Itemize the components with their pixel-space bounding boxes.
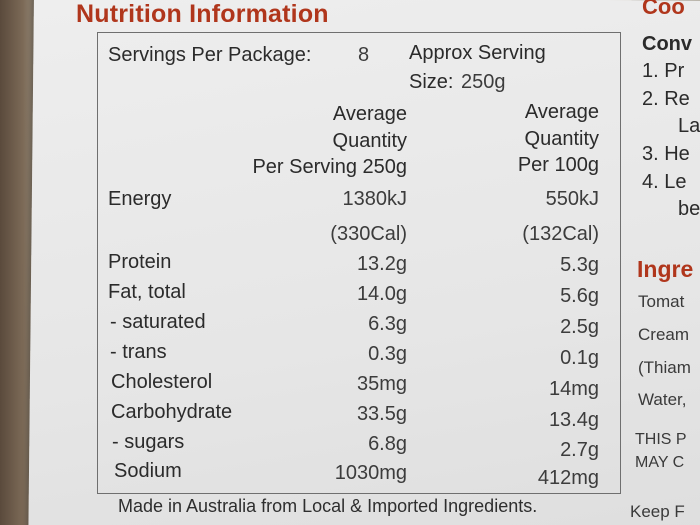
cooking-heading: Coo: [642, 0, 685, 19]
row-100g-value: 13.4g: [548, 409, 599, 431]
row-name: - sugars: [112, 431, 185, 453]
ingredient-line: Water,: [638, 390, 687, 409]
row-serving-value: 35mg: [356, 373, 407, 395]
row-serving-value: (330Cal): [330, 223, 407, 245]
header-100g-line3: Per 100g: [517, 154, 599, 176]
row-100g-value: 5.6g: [560, 285, 599, 307]
row-name: Sodium: [114, 460, 182, 482]
row-serving-value: 6.3g: [368, 313, 407, 335]
row-100g-value: (132Cal): [522, 223, 599, 245]
row-100g-value: 0.1g: [560, 347, 599, 369]
row-serving-value: 13.2g: [356, 253, 407, 275]
notice-line: THIS P: [635, 431, 687, 448]
row-name: Energy: [108, 188, 172, 210]
row-name: - saturated: [110, 311, 206, 333]
header-serving-line2: Quantity: [332, 130, 407, 152]
header-serving-line3: Per Serving 250g: [252, 156, 407, 178]
row-serving-value: 14.0g: [356, 283, 407, 305]
step-2-cont: La: [678, 115, 700, 137]
ingredient-line: Cream: [638, 325, 690, 344]
header-100g-line1: Average: [524, 101, 599, 123]
step-4: 4. Le: [642, 171, 687, 193]
row-serving-value: 0.3g: [368, 343, 407, 365]
row-serving-value: 6.8g: [368, 433, 407, 455]
row-name: Cholesterol: [111, 371, 213, 393]
row-name: Protein: [108, 251, 172, 273]
servings-per-package-value: 8: [358, 44, 370, 66]
ingredient-line: Tomat: [638, 292, 685, 311]
row-100g-value: 2.5g: [560, 316, 599, 338]
servings-per-package-label: Servings Per Package:: [108, 44, 312, 66]
row-serving-value: 1030mg: [334, 462, 407, 484]
header-100g-line2: Quantity: [524, 128, 599, 150]
row-name: Fat, total: [108, 281, 186, 303]
step-4-cont: be: [678, 198, 700, 220]
approx-serving-label: Approx Serving: [409, 42, 546, 64]
approx-serving-size-label: Size:: [409, 71, 454, 93]
ingredients-heading: Ingre: [637, 256, 694, 282]
row-serving-value: 33.5g: [356, 403, 407, 425]
step-3: 3. He: [642, 143, 690, 165]
ingredient-line: (Thiam: [638, 358, 691, 377]
row-100g-value: 550kJ: [545, 188, 599, 210]
nutrition-title: Nutrition Information: [76, 0, 329, 28]
step-1: 1. Pr: [642, 60, 685, 82]
row-100g-value: 2.7g: [560, 439, 599, 461]
nutrition-table: Servings Per Package: 8 Approx Serving S…: [97, 32, 621, 494]
storage-text: Keep F: [630, 502, 685, 521]
row-name: - trans: [110, 341, 167, 363]
conventional-subheading: Conv: [642, 33, 692, 55]
row-name: Carbohydrate: [111, 401, 233, 423]
origin-statement: Made in Australia from Local & Imported …: [118, 496, 538, 516]
row-100g-value: 14mg: [548, 378, 599, 400]
approx-serving-value: 250g: [461, 71, 506, 93]
notice-line: MAY C: [635, 454, 685, 471]
step-2: 2. Re: [642, 88, 690, 110]
row-serving-value: 1380kJ: [342, 188, 408, 210]
row-100g-value: 5.3g: [560, 254, 599, 276]
header-serving-line1: Average: [332, 103, 407, 125]
row-100g-value: 412mg: [537, 467, 599, 489]
